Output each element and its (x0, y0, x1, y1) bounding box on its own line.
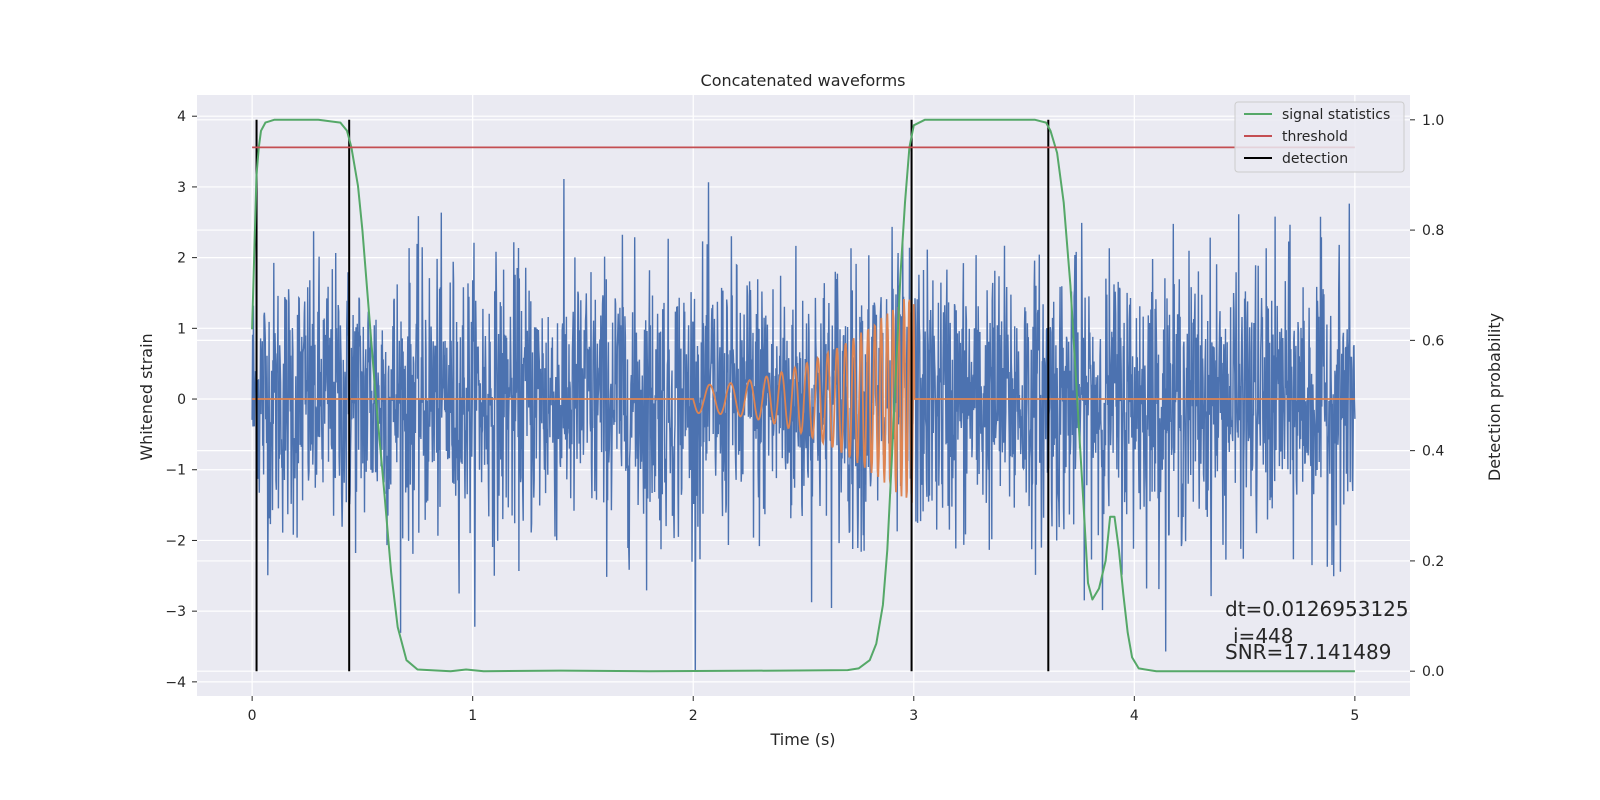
x-axis-label: Time (s) (769, 730, 835, 749)
y-right-tick-label-1: 0.2 (1422, 554, 1444, 570)
y-left-tick-label-0: −4 (165, 675, 186, 691)
x-tick-label-5: 5 (1350, 708, 1359, 724)
y-left-tick-label-4: 0 (177, 392, 186, 408)
x-tick-label-4: 4 (1130, 708, 1139, 724)
legend: signal statistics threshold detection (1235, 102, 1404, 172)
legend-label-detection: detection (1282, 151, 1348, 167)
y-right-tick-label-4: 0.8 (1422, 223, 1444, 239)
y-right-tick-label-2: 0.4 (1422, 444, 1444, 460)
y-left-tick-label-8: 4 (177, 109, 186, 125)
x-tick-label-0: 0 (248, 708, 257, 724)
y-left-tick-label-6: 2 (177, 251, 186, 267)
y-right-tick-label-3: 0.6 (1422, 333, 1444, 349)
x-tick-label-2: 2 (689, 708, 698, 724)
annotation-dt: dt=0.0126953125 (1225, 597, 1409, 621)
chart: 012345 −4−3−2−101234 0.00.20.40.60.81.0 … (0, 0, 1600, 800)
x-tick-label-1: 1 (468, 708, 477, 724)
y-left-tick-label-3: −1 (165, 463, 186, 479)
chart-title: Concatenated waveforms (701, 71, 906, 90)
y-left-tick-label-7: 3 (177, 180, 186, 196)
y-left-tick-label-5: 1 (177, 321, 186, 337)
legend-label-threshold: threshold (1282, 129, 1348, 145)
y-left-axis-label: Whitened strain (137, 333, 156, 460)
y-left-tick-label-2: −2 (165, 533, 186, 549)
legend-label-signal-statistics: signal statistics (1282, 107, 1390, 123)
y-left-tick-label-1: −3 (165, 604, 186, 620)
y-right-tick-label-5: 1.0 (1422, 113, 1444, 129)
x-tick-label-3: 3 (909, 708, 918, 724)
y-right-tick-label-0: 0.0 (1422, 664, 1444, 680)
y-right-axis-label: Detection probability (1485, 313, 1504, 481)
annotation-snr: SNR=17.141489 (1225, 640, 1391, 664)
